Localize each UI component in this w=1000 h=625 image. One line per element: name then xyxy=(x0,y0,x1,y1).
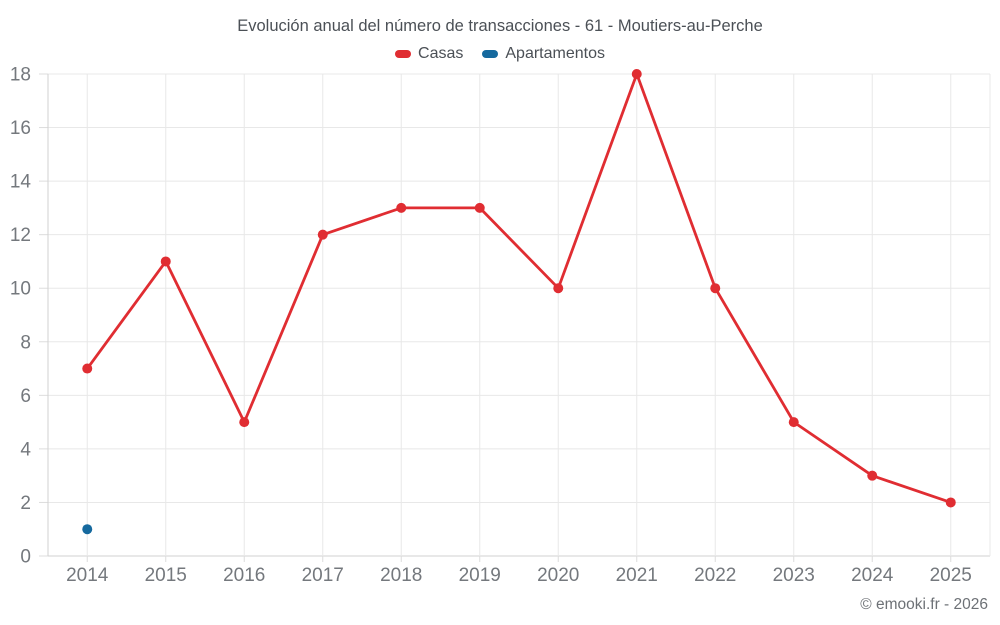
casas-point-2025[interactable] xyxy=(945,497,956,508)
x-axis-tick-label: 2020 xyxy=(537,565,579,586)
casas-point-2022[interactable] xyxy=(710,283,721,294)
casas-point-2018[interactable] xyxy=(396,202,407,213)
x-axis-tick-label: 2019 xyxy=(459,565,501,586)
legend: Casas Apartamentos xyxy=(0,45,1000,63)
casas-point-2024[interactable] xyxy=(867,470,878,481)
casas-point-2019[interactable] xyxy=(474,202,485,213)
casas-point-2021[interactable] xyxy=(631,69,642,79)
x-axis-tick-label: 2025 xyxy=(930,565,972,586)
x-axis-tick-label: 2022 xyxy=(694,565,736,586)
y-axis-tick-label: 12 xyxy=(10,225,31,246)
casas-point-2016[interactable] xyxy=(239,417,250,428)
x-axis-tick-label: 2017 xyxy=(302,565,344,586)
y-axis-tick-label: 4 xyxy=(20,439,31,460)
x-axis-tick-label: 2023 xyxy=(773,565,815,586)
x-axis-tick-label: 2024 xyxy=(851,565,894,586)
y-axis-tick-label: 2 xyxy=(20,493,31,514)
y-axis-tick-label: 0 xyxy=(20,547,31,568)
x-axis-tick-label: 2015 xyxy=(145,565,187,586)
y-axis-tick-label: 8 xyxy=(20,332,31,353)
casas-line xyxy=(85,72,953,504)
y-axis-tick-label: 6 xyxy=(20,386,31,407)
x-axis-tick-label: 2021 xyxy=(616,565,658,586)
y-axis-tick-label: 16 xyxy=(10,118,31,139)
y-axis-tick-label: 18 xyxy=(10,65,31,86)
x-axis-tick-label: 2014 xyxy=(66,565,109,586)
y-axis-tick-label: 10 xyxy=(10,279,31,300)
x-axis-tick-label: 2018 xyxy=(380,565,422,586)
apartamentos-legend-label: Apartamentos xyxy=(505,45,605,62)
copyright-text: © emooki.fr - 2026 xyxy=(860,596,988,613)
casas-point-2020[interactable] xyxy=(553,283,564,294)
casas-point-2014[interactable] xyxy=(82,363,93,374)
casas-legend-label: Casas xyxy=(418,45,464,62)
casas-point-2023[interactable] xyxy=(788,417,799,428)
legend-item-casas[interactable]: Casas xyxy=(395,45,463,63)
casas-point-2015[interactable] xyxy=(160,256,171,267)
chart-title: Evolución anual del número de transaccio… xyxy=(237,17,763,35)
x-axis-tick-label: 2016 xyxy=(223,565,265,586)
apartamentos-legend-swatch-icon xyxy=(482,50,499,58)
y-axis-tick-label: 14 xyxy=(10,172,32,193)
legend-item-apartamentos[interactable]: Apartamentos xyxy=(482,45,605,63)
casas-point-2017[interactable] xyxy=(317,229,328,240)
apartamentos-point-2014[interactable] xyxy=(82,524,93,535)
casas-legend-swatch-icon xyxy=(395,50,412,58)
